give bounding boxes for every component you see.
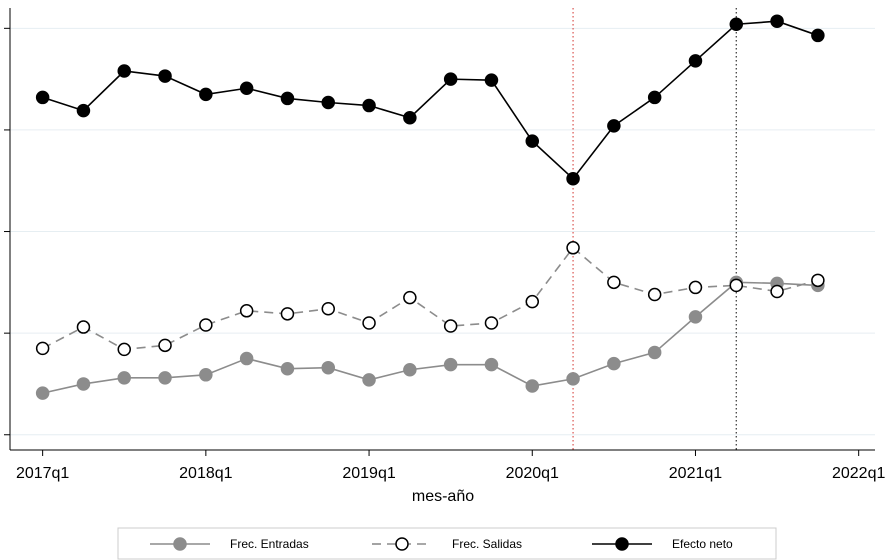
data-point: [280, 307, 295, 321]
data-point: [280, 91, 295, 106]
data-point: [35, 341, 50, 356]
data-point: [117, 64, 131, 78]
series-line: [42, 20, 819, 180]
data-point: [770, 14, 784, 28]
data-point: [362, 373, 376, 387]
data-point: [525, 379, 540, 393]
data-point: [443, 319, 458, 333]
data-point: [239, 351, 254, 366]
x-axis-title: mes-año: [412, 488, 474, 505]
data-point: [403, 290, 417, 305]
data-point: [117, 342, 131, 357]
data-point: [484, 357, 499, 372]
legend-marker: [615, 537, 629, 551]
legend-marker: [395, 537, 409, 551]
data-point: [607, 119, 621, 133]
data-point: [321, 360, 336, 375]
data-point: [280, 361, 295, 376]
data-point: [607, 356, 621, 371]
data-point: [321, 95, 336, 110]
x-tick-label: 2018q1: [179, 465, 232, 482]
data-point: [403, 110, 417, 125]
data-point: [566, 171, 580, 186]
legend-label: Frec. Entradas: [230, 537, 309, 551]
data-point: [484, 73, 499, 87]
data-point: [566, 241, 580, 255]
data-point: [729, 278, 744, 293]
data-point: [607, 275, 621, 290]
data-point: [76, 320, 91, 334]
data-point: [688, 310, 703, 324]
x-tick-label: 2019q1: [342, 465, 395, 482]
data-point: [239, 304, 254, 318]
data-point: [117, 371, 131, 385]
legend-box: [117, 527, 777, 560]
data-point: [199, 368, 213, 382]
data-point: [647, 287, 662, 302]
data-point: [158, 69, 172, 83]
x-tick-label: 2020q1: [506, 465, 559, 482]
data-point: [199, 87, 213, 102]
data-point: [443, 357, 458, 372]
legend-label: Frec. Salidas: [452, 537, 522, 551]
legend-marker: [173, 537, 187, 551]
data-point: [158, 338, 172, 353]
data-point: [199, 318, 213, 332]
x-tick-label: 2017q1: [16, 465, 69, 482]
data-point: [35, 90, 50, 105]
data-point: [35, 386, 50, 400]
data-point: [76, 377, 91, 391]
data-point: [647, 90, 662, 105]
series-line: [42, 281, 818, 394]
data-point: [525, 294, 540, 309]
data-point: [362, 316, 376, 330]
data-point: [688, 280, 703, 295]
data-point: [76, 103, 91, 118]
series-line: [42, 246, 819, 351]
data-point: [647, 345, 662, 360]
data-point: [566, 372, 580, 386]
data-point: [688, 54, 703, 68]
data-point: [484, 316, 499, 330]
legend: Frec. Entradas Frec. Salidas Efecto neto: [117, 527, 777, 560]
x-tick-label: 2021q1: [669, 465, 722, 482]
data-point: [239, 81, 254, 96]
data-point: [770, 284, 784, 299]
data-point: [403, 362, 417, 377]
data-point: [729, 17, 744, 32]
data-point: [811, 273, 825, 288]
data-point: [362, 98, 376, 113]
x-tick-label: 2022q1: [832, 465, 885, 482]
data-point: [525, 134, 540, 148]
data-point: [321, 302, 336, 316]
data-point: [443, 72, 458, 86]
legend-label: Efecto neto: [672, 537, 733, 551]
data-point: [158, 371, 172, 385]
data-point: [811, 28, 825, 43]
